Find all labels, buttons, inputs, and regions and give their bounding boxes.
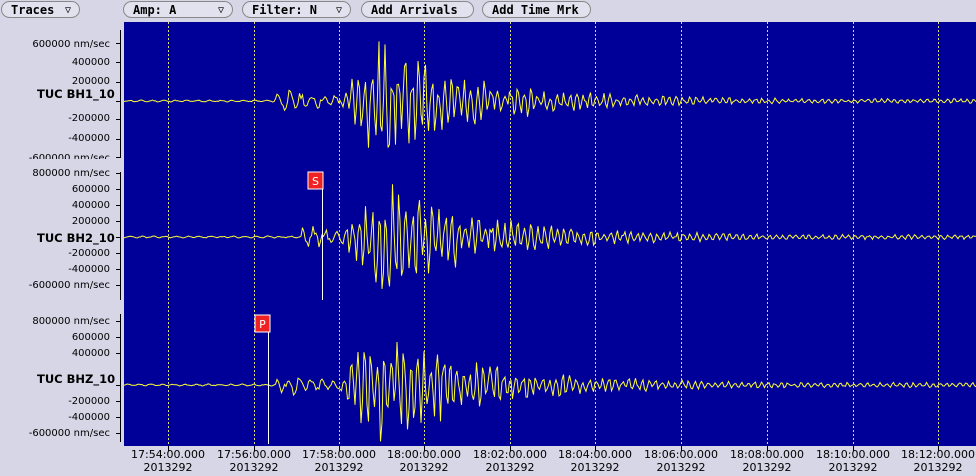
- time-axis-time: 17:56:00.000: [217, 448, 291, 461]
- channel-label-bh2[interactable]: TUC BH2_10: [37, 231, 115, 245]
- amp-tick: -200000: [68, 113, 110, 124]
- time-axis-day: 2013292: [143, 461, 193, 474]
- amp-tick: -400000: [68, 133, 110, 144]
- amplitude-axis-lines: [116, 30, 121, 442]
- amp-menu-button[interactable]: Amp: A ▽: [123, 1, 233, 18]
- add-time-mark-button[interactable]: Add Time Mrk: [482, 1, 591, 18]
- filter-label: Filter: N: [252, 3, 318, 17]
- amplitude-axis-panel: 600000 nm/sec 400000 200000 TUC BH1_10 -…: [0, 22, 124, 446]
- amp-tick: -600000 nm/sec: [28, 280, 110, 291]
- amp-tick: 600000: [71, 184, 110, 195]
- amp-tick: 800000 nm/sec: [32, 168, 110, 179]
- waveform-trace: [124, 184, 976, 289]
- toolbar: Traces ▽ Amp: A ▽ Filter: N ▽ Add Arriva…: [0, 0, 976, 22]
- waveform-trace: [124, 41, 976, 148]
- time-axis-day: 2013292: [229, 461, 279, 474]
- time-axis-time: 18:00:00.000: [387, 448, 461, 461]
- time-axis-label: 18:04:00.000 2013292: [545, 448, 645, 474]
- waveform-traces: [124, 41, 976, 442]
- amp-tick: -400000: [68, 412, 110, 423]
- waveform-trace: [124, 341, 976, 442]
- dropdown-icon: ▽: [335, 5, 342, 16]
- p-pick-marker[interactable]: P: [254, 314, 271, 444]
- amp-tick: 600000 nm/sec: [32, 39, 110, 50]
- amp-tick: 800000 nm/sec: [32, 316, 110, 327]
- time-axis-label: 17:56:00.000 2013292: [204, 448, 304, 474]
- waveform-canvas[interactable]: S P: [124, 22, 976, 446]
- p-pick-label: P: [259, 318, 266, 331]
- time-axis-time: 18:02:00.000: [473, 448, 547, 461]
- waveform-plot[interactable]: S P: [124, 22, 976, 446]
- time-axis-day: 2013292: [570, 461, 620, 474]
- time-axis-label: 18:12:00.000 2013292: [888, 448, 976, 474]
- time-axis-label: 17:58:00.000 2013292: [289, 448, 389, 474]
- time-axis-label: 18:10:00.000 2013292: [803, 448, 903, 474]
- channel-label-bhz[interactable]: TUC BHZ_10: [37, 372, 116, 386]
- amp-tick: -600000 nm/sec: [28, 153, 110, 159]
- channel-label-bh1[interactable]: TUC BH1_10: [37, 87, 115, 101]
- time-axis-day: 2013292: [656, 461, 706, 474]
- dropdown-icon: ▽: [64, 5, 71, 16]
- time-axis-label: 17:54:00.000 2013292: [118, 448, 218, 474]
- time-axis-time: 18:12:00.000: [901, 448, 975, 461]
- traces-label: Traces: [11, 3, 55, 17]
- time-axis-label: 18:06:00.000 2013292: [631, 448, 731, 474]
- time-axis-day: 2013292: [399, 461, 449, 474]
- amp-tick: 400000: [71, 57, 110, 68]
- time-axis-day: 2013292: [742, 461, 792, 474]
- amp-tick: -600000 nm/sec: [28, 428, 110, 439]
- time-axis-day: 2013292: [485, 461, 535, 474]
- amp-tick: 200000: [71, 216, 110, 227]
- traces-menu-button[interactable]: Traces ▽: [1, 1, 80, 18]
- amp-tick: 600000: [71, 332, 110, 343]
- time-axis-day: 2013292: [828, 461, 878, 474]
- amp-tick: -200000: [68, 396, 110, 407]
- s-pick-label: S: [312, 175, 319, 188]
- add-arrivals-button[interactable]: Add Arrivals: [361, 1, 474, 18]
- time-axis-label: 18:08:00.000 2013292: [717, 448, 817, 474]
- amp-label: Amp: A: [133, 3, 177, 17]
- amp-tick: -200000: [68, 248, 110, 259]
- time-axis-time: 18:04:00.000: [558, 448, 632, 461]
- time-axis-label: 18:02:00.000 2013292: [460, 448, 560, 474]
- time-axis-time: 17:58:00.000: [302, 448, 376, 461]
- amp-tick: 400000: [71, 348, 110, 359]
- time-axis-ticks: [168, 446, 939, 451]
- time-axis-time: 17:54:00.000: [131, 448, 205, 461]
- time-axis-time: 18:10:00.000: [816, 448, 890, 461]
- time-axis-time: 18:08:00.000: [730, 448, 804, 461]
- dropdown-icon: ▽: [217, 5, 224, 16]
- amp-tick: 400000: [71, 200, 110, 211]
- time-axis-day: 2013292: [913, 461, 963, 474]
- time-axis: 17:54:00.000 2013292 17:56:00.000 2013292 17…: [0, 446, 976, 476]
- time-axis-time: 18:06:00.000: [644, 448, 718, 461]
- time-axis-day: 2013292: [314, 461, 364, 474]
- s-pick-marker[interactable]: S: [307, 171, 324, 300]
- amp-tick: 200000: [71, 76, 110, 87]
- amp-tick: -400000: [68, 264, 110, 275]
- time-axis-label: 18:00:00.000 2013292: [374, 448, 474, 474]
- p-pick-flag: [254, 314, 271, 333]
- s-pick-flag: [307, 171, 324, 190]
- filter-menu-button[interactable]: Filter: N ▽: [242, 1, 351, 18]
